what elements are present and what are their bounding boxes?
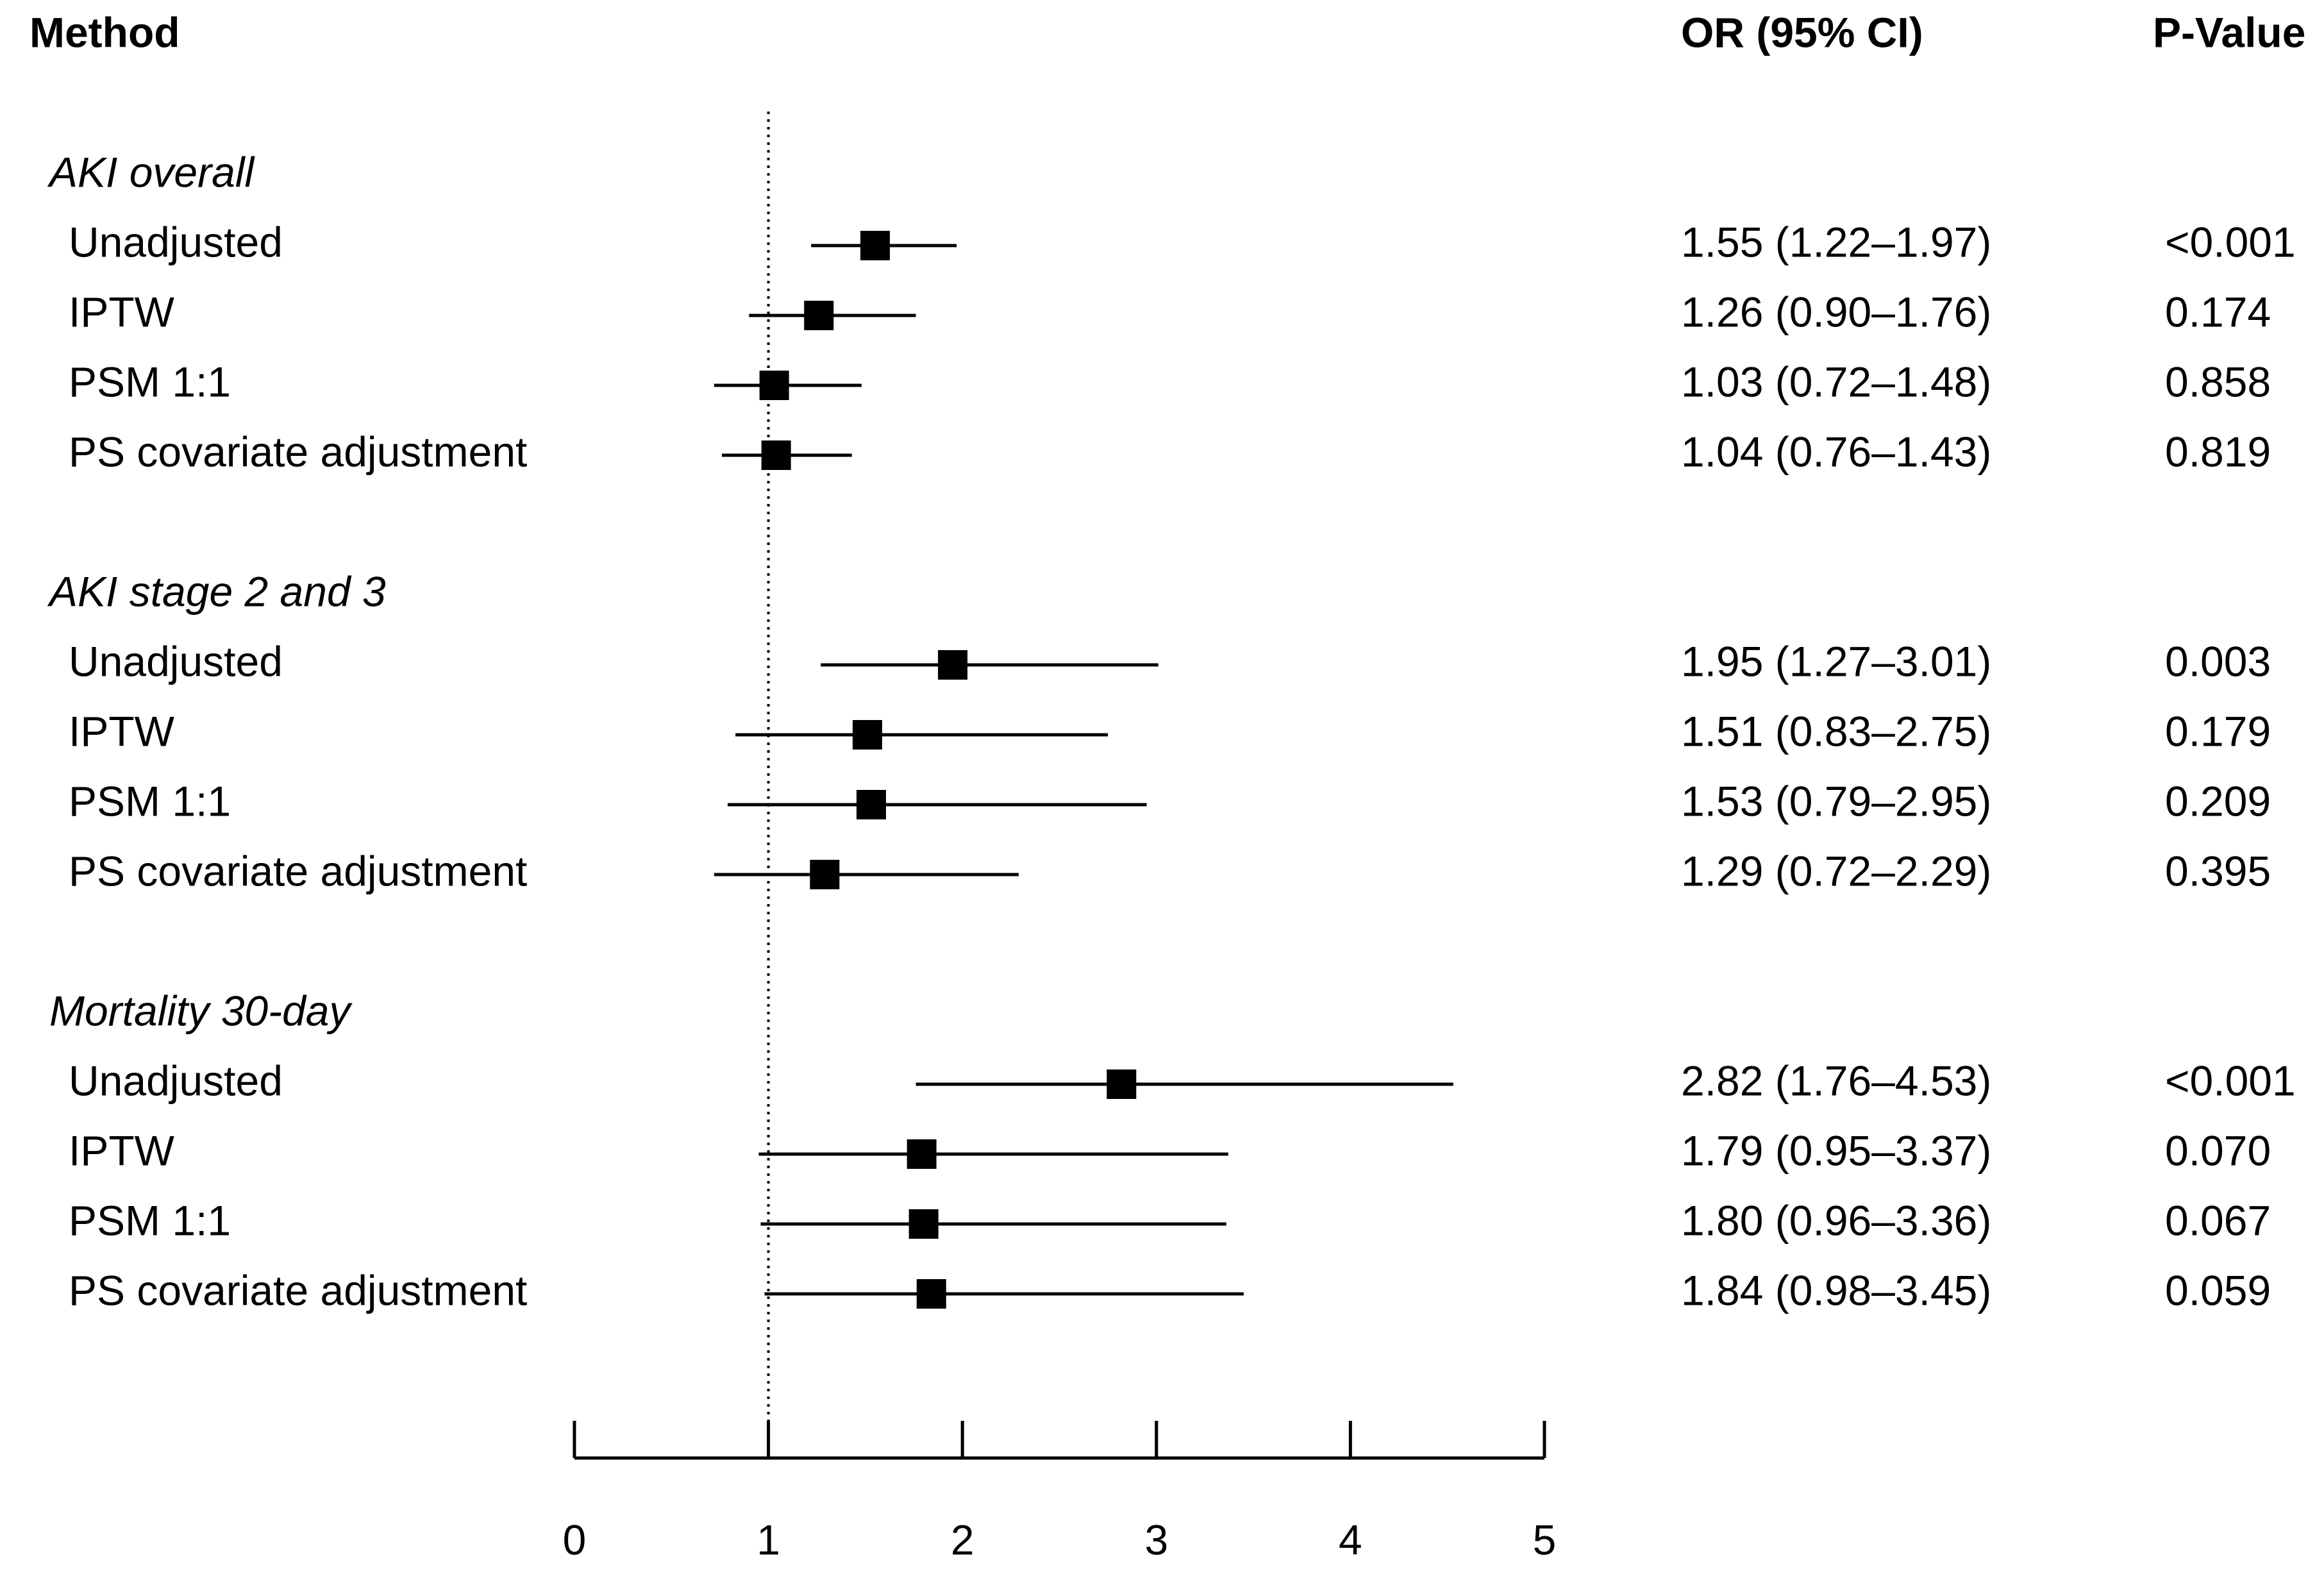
ci-label: 1.84 (0.98–3.45) xyxy=(1681,1266,1991,1314)
ci-label: 1.29 (0.72–2.29) xyxy=(1681,847,1991,894)
p-value: 0.067 xyxy=(2165,1196,2271,1244)
point-estimate xyxy=(761,440,791,470)
point-estimate xyxy=(804,301,834,330)
row-label: Unadjusted xyxy=(69,637,283,685)
row-label: Unadjusted xyxy=(69,218,283,265)
row-label: PS covariate adjustment xyxy=(69,1266,527,1314)
estimate-header: OR (95% CI) xyxy=(1681,8,1923,56)
p-value: <0.001 xyxy=(2165,218,2296,265)
point-estimate xyxy=(908,1209,939,1239)
x-tick-label: 0 xyxy=(563,1516,587,1563)
ci-label: 1.04 (0.76–1.43) xyxy=(1681,428,1991,475)
row-label: PSM 1:1 xyxy=(69,358,231,405)
x-tick-label: 5 xyxy=(1533,1516,1557,1563)
point-estimate xyxy=(852,720,882,750)
row-label: IPTW xyxy=(69,288,175,335)
row-label: PSM 1:1 xyxy=(69,777,231,825)
row-label: Unadjusted xyxy=(69,1057,283,1104)
method-header: Method xyxy=(29,8,180,56)
ci-label: 1.95 (1.27–3.01) xyxy=(1681,637,1991,685)
p-value: 0.179 xyxy=(2165,707,2271,755)
row-label: IPTW xyxy=(69,707,175,755)
ci-label: 1.51 (0.83–2.75) xyxy=(1681,707,1991,755)
ci-label: 1.53 (0.79–2.95) xyxy=(1681,777,1991,825)
group-label: Mortality 30-day xyxy=(49,987,353,1034)
group-label: AKI stage 2 and 3 xyxy=(47,567,386,615)
p-value: 0.819 xyxy=(2165,428,2271,475)
row-label: PSM 1:1 xyxy=(69,1196,231,1244)
point-estimate xyxy=(916,1279,946,1309)
p-header: P-Value xyxy=(2153,8,2305,56)
x-tick-label: 3 xyxy=(1144,1516,1168,1563)
ci-label: 1.03 (0.72–1.48) xyxy=(1681,358,1991,405)
point-estimate xyxy=(1107,1069,1137,1099)
x-tick-label: 1 xyxy=(757,1516,780,1563)
point-estimate xyxy=(856,790,886,819)
point-estimate xyxy=(759,371,789,400)
ci-label: 1.55 (1.22–1.97) xyxy=(1681,218,1991,265)
row-label: PS covariate adjustment xyxy=(69,428,527,475)
p-value: 0.858 xyxy=(2165,358,2271,405)
x-tick-label: 2 xyxy=(951,1516,974,1563)
p-value: 0.395 xyxy=(2165,847,2271,894)
group-label: AKI overall xyxy=(47,148,255,196)
p-value: 0.003 xyxy=(2165,637,2271,685)
p-value: 0.174 xyxy=(2165,288,2271,335)
point-estimate xyxy=(810,860,840,889)
row-label: IPTW xyxy=(69,1127,175,1174)
point-estimate xyxy=(938,650,968,680)
p-value: 0.070 xyxy=(2165,1127,2271,1174)
p-value: <0.001 xyxy=(2165,1057,2296,1104)
ci-label: 1.80 (0.96–3.36) xyxy=(1681,1196,1991,1244)
x-tick-label: 4 xyxy=(1339,1516,1362,1563)
row-label: PS covariate adjustment xyxy=(69,847,527,894)
ci-label: 1.79 (0.95–3.37) xyxy=(1681,1127,1991,1174)
ci-label: 1.26 (0.90–1.76) xyxy=(1681,288,1991,335)
point-estimate xyxy=(907,1139,937,1169)
p-value: 0.209 xyxy=(2165,777,2271,825)
p-value: 0.059 xyxy=(2165,1266,2271,1314)
ci-label: 2.82 (1.76–4.53) xyxy=(1681,1057,1991,1104)
point-estimate xyxy=(860,231,890,260)
